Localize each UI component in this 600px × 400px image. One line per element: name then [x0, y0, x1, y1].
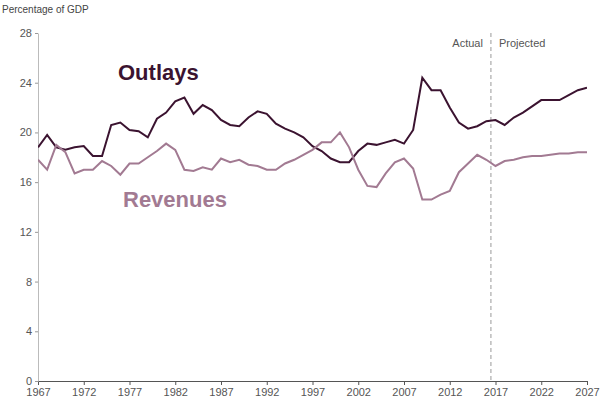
divider-label: Projected — [499, 37, 545, 49]
x-tick-mark — [587, 381, 588, 385]
x-tick-label: 1982 — [164, 386, 188, 398]
x-tick-label: 1987 — [209, 386, 233, 398]
y-tick: 24 — [20, 77, 38, 89]
y-tick: 0 — [26, 375, 38, 387]
x-tick: 1992 — [255, 381, 279, 398]
y-axis-title: Percentage of GDP — [2, 4, 89, 15]
x-tick-mark — [450, 381, 451, 385]
x-tick-label: 2002 — [347, 386, 371, 398]
y-tick-label: 4 — [26, 325, 32, 337]
x-tick: 1997 — [301, 381, 325, 398]
y-tick-mark — [35, 232, 38, 233]
projection-divider — [490, 33, 491, 381]
x-tick: 1982 — [164, 381, 188, 398]
x-tick-mark — [313, 381, 314, 385]
x-tick-label: 1997 — [301, 386, 325, 398]
x-tick-mark — [267, 381, 268, 385]
series-label: Revenues — [123, 187, 227, 212]
x-tick-label: 1992 — [255, 386, 279, 398]
x-tick-label: 2007 — [392, 386, 416, 398]
y-axis: 0 4 8 12 16 20 24 28 — [20, 27, 39, 387]
y-tick-label: 12 — [20, 226, 32, 238]
x-tick-mark — [175, 381, 176, 385]
series-label: Outlays — [118, 60, 199, 85]
y-tick-label: 16 — [20, 176, 32, 188]
divider-label: Actual — [452, 37, 483, 49]
y-tick-mark — [35, 182, 38, 183]
y-tick-mark — [35, 381, 38, 382]
x-tick: 2002 — [347, 381, 371, 398]
x-tick-label: 1972 — [72, 386, 96, 398]
x-tick-mark — [38, 381, 39, 385]
y-tick-label: 28 — [20, 27, 32, 39]
x-tick: 2007 — [392, 381, 416, 398]
series-line — [38, 132, 587, 199]
y-tick-mark — [35, 132, 38, 133]
x-tick-mark — [404, 381, 405, 385]
y-axis-line — [38, 34, 39, 382]
x-axis: 1967 1972 1977 1982 1987 1992 1997 2002 2007 2012… — [26, 381, 599, 398]
y-tick: 28 — [20, 27, 38, 39]
y-tick-mark — [35, 282, 38, 283]
x-tick-mark — [221, 381, 222, 385]
x-tick: 1987 — [209, 381, 233, 398]
x-tick-mark — [84, 381, 85, 385]
y-tick: 12 — [20, 226, 38, 238]
series-group — [38, 78, 587, 200]
y-tick-mark — [35, 331, 38, 332]
y-tick: 16 — [20, 176, 38, 188]
y-tick: 4 — [26, 325, 38, 337]
y-tick-mark — [35, 83, 38, 84]
x-tick: 2027 — [575, 381, 599, 398]
y-tick-label: 20 — [20, 126, 32, 138]
x-tick: 1977 — [118, 381, 142, 398]
x-tick-label: 2027 — [575, 386, 599, 398]
y-tick-label: 0 — [26, 375, 32, 387]
x-tick-label: 1967 — [26, 386, 50, 398]
x-tick: 2012 — [438, 381, 462, 398]
x-tick-mark — [358, 381, 359, 385]
y-tick: 20 — [20, 126, 38, 138]
x-tick-label: 2017 — [484, 386, 508, 398]
x-tick-label: 2012 — [438, 386, 462, 398]
x-tick: 2022 — [530, 381, 554, 398]
y-tick-label: 24 — [20, 77, 32, 89]
x-tick-label: 2022 — [530, 386, 554, 398]
x-tick-mark — [130, 381, 131, 385]
chart: 1967197219771982198719921997200220072012… — [0, 0, 600, 400]
y-tick-label: 8 — [26, 276, 32, 288]
x-tick-mark — [496, 381, 497, 385]
x-tick-label: 1977 — [118, 386, 142, 398]
plot: 1967197219771982198719921997200220072012… — [20, 27, 600, 398]
x-tick-mark — [541, 381, 542, 385]
y-tick-mark — [35, 33, 38, 34]
y-tick: 8 — [26, 276, 38, 288]
x-tick: 1972 — [72, 381, 96, 398]
x-tick: 2017 — [484, 381, 508, 398]
